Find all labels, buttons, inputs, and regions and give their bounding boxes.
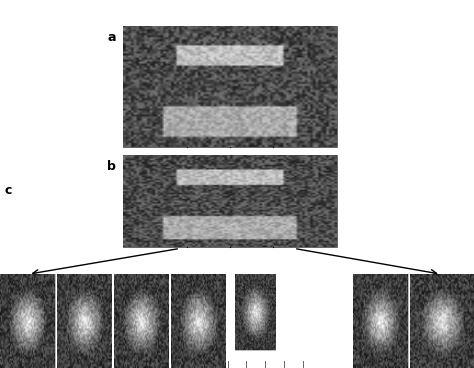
Circle shape — [425, 336, 440, 348]
Circle shape — [360, 337, 374, 347]
Circle shape — [12, 327, 26, 337]
FancyBboxPatch shape — [145, 175, 304, 180]
Text: 3: 3 — [269, 156, 276, 166]
Text: 3: 3 — [237, 276, 245, 286]
Circle shape — [132, 330, 145, 340]
Text: a: a — [108, 31, 116, 44]
Circle shape — [194, 335, 207, 345]
Text: 5: 5 — [116, 276, 124, 286]
FancyBboxPatch shape — [123, 155, 337, 247]
Text: 7: 7 — [2, 276, 10, 286]
Text: 2: 2 — [356, 276, 363, 286]
Text: 6: 6 — [59, 276, 67, 286]
Text: 7: 7 — [183, 156, 191, 166]
Text: 5: 5 — [227, 156, 233, 166]
FancyBboxPatch shape — [123, 26, 337, 147]
Text: c: c — [5, 184, 12, 197]
Text: 1: 1 — [412, 276, 420, 286]
FancyBboxPatch shape — [134, 106, 315, 113]
Text: 4: 4 — [173, 276, 181, 286]
Text: b: b — [107, 160, 116, 173]
